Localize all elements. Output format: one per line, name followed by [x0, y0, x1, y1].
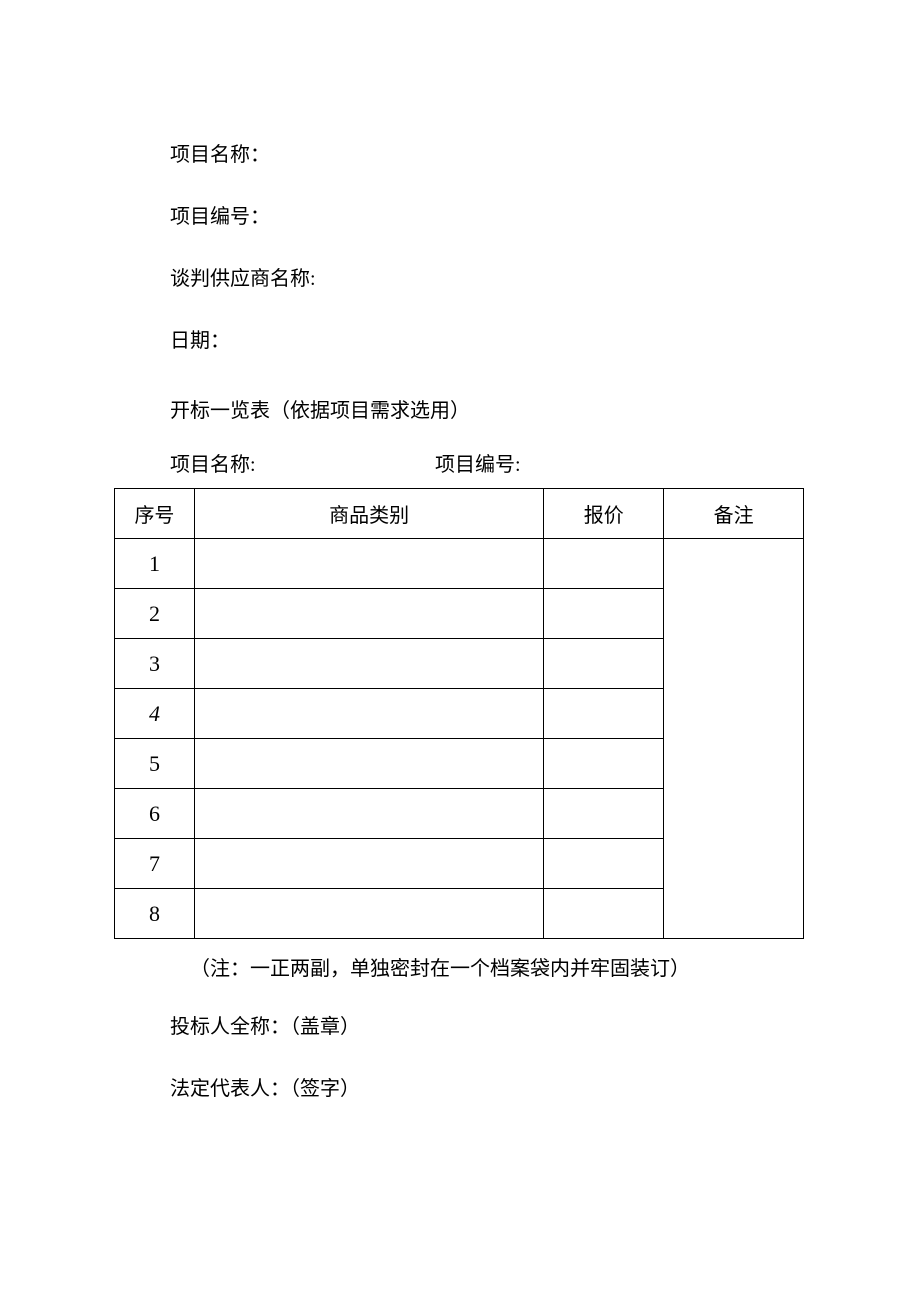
- cell-price: [544, 839, 664, 889]
- project-name-field: 项目名称：: [170, 140, 800, 170]
- col-header-remark: 备注: [664, 489, 804, 539]
- cell-seq: 2: [115, 589, 195, 639]
- note-text: （注：一正两副，单独密封在一个档案袋内并牢固装订）: [190, 958, 690, 980]
- cell-category: [194, 539, 543, 589]
- cell-category: [194, 839, 543, 889]
- legal-representative-field: 法定代表人：（签字）: [170, 1067, 800, 1111]
- cell-category: [194, 639, 543, 689]
- cell-seq: 6: [115, 789, 195, 839]
- section-title-text: 开标一览表（依据项目需求选用）: [170, 400, 470, 422]
- bidder-full-name-field: 投标人全称：（盖章）: [170, 1005, 800, 1049]
- table-header-row: 序号 商品类别 报价 备注: [115, 489, 804, 539]
- supplier-name-field: 谈判供应商名称:: [170, 264, 800, 294]
- date-field: 日期：: [170, 326, 800, 356]
- cell-price: [544, 589, 664, 639]
- col-header-seq: 序号: [115, 489, 195, 539]
- cell-category: [194, 589, 543, 639]
- project-number-field: 项目编号：: [170, 202, 800, 232]
- table-project-number-label: 项目编号:: [435, 454, 521, 476]
- cell-seq: 4: [115, 689, 195, 739]
- cell-price: [544, 789, 664, 839]
- cell-price: [544, 639, 664, 689]
- col-header-price: 报价: [544, 489, 664, 539]
- col-header-category: 商品类别: [194, 489, 543, 539]
- cell-price: [544, 889, 664, 939]
- cell-seq: 7: [115, 839, 195, 889]
- cell-seq: 8: [115, 889, 195, 939]
- cell-price: [544, 739, 664, 789]
- cell-category: [194, 789, 543, 839]
- supplier-name-label: 谈判供应商名称:: [170, 268, 316, 290]
- project-name-label: 项目名称：: [170, 144, 270, 166]
- bid-table: 序号 商品类别 报价 备注 1 2 3 4 5: [114, 488, 804, 939]
- section-title: 开标一览表（依据项目需求选用）: [170, 396, 800, 426]
- cell-price: [544, 689, 664, 739]
- legal-representative-label: 法定代表人：（签字）: [170, 1078, 360, 1100]
- bidder-full-name-label: 投标人全称：（盖章）: [170, 1016, 360, 1038]
- table-row: 1: [115, 539, 804, 589]
- cell-seq: 5: [115, 739, 195, 789]
- cell-seq: 3: [115, 639, 195, 689]
- project-number-label: 项目编号：: [170, 206, 270, 228]
- cell-price: [544, 539, 664, 589]
- cell-seq: 1: [115, 539, 195, 589]
- date-label: 日期：: [170, 330, 230, 352]
- cell-category: [194, 889, 543, 939]
- cell-category: [194, 739, 543, 789]
- cell-category: [194, 689, 543, 739]
- note-line: （注：一正两副，单独密封在一个档案袋内并牢固装订）: [190, 951, 800, 987]
- table-header-line: 项目名称: 项目编号:: [170, 450, 800, 480]
- table-project-name-label: 项目名称:: [170, 450, 430, 480]
- cell-remark-merged: [664, 539, 804, 939]
